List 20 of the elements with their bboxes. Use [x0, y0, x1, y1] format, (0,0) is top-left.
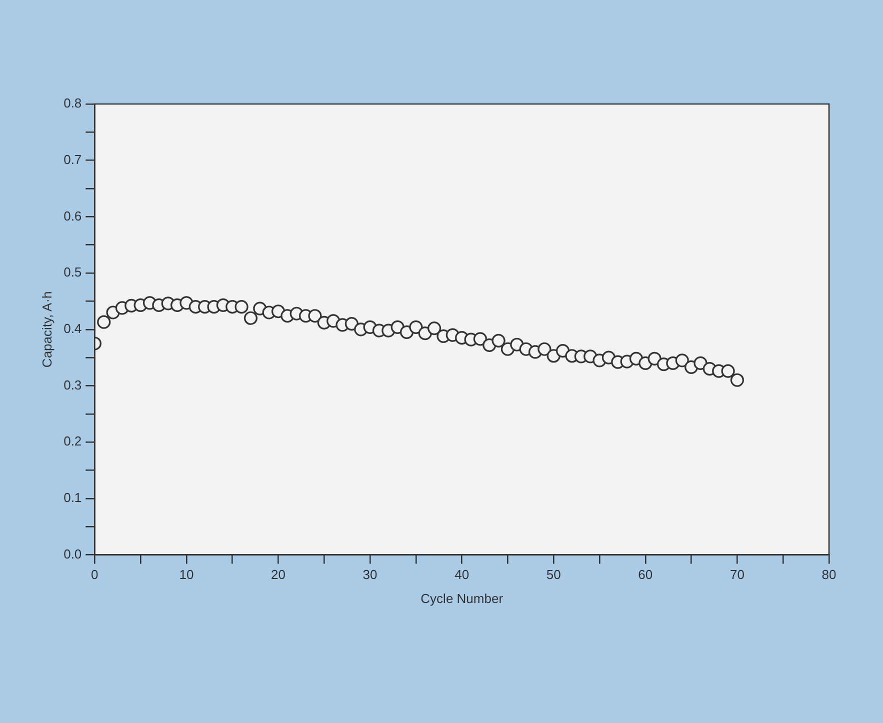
x-tick-label: 70 [730, 567, 744, 582]
y-tick-label: 0.6 [64, 208, 82, 224]
x-tick-label: 60 [638, 567, 653, 582]
x-tick-label: 80 [822, 567, 836, 582]
x-tick-label: 40 [454, 567, 470, 582]
y-tick-label: 0.8 [64, 96, 82, 111]
x-tick-label: 10 [179, 567, 194, 582]
y-tick-label: 0.1 [64, 490, 82, 506]
y-tick-label: 0.7 [64, 152, 82, 167]
x-axis-title: Cycle Number [420, 590, 504, 606]
y-tick-label: 0.4 [64, 320, 82, 336]
x-tick-label: 30 [362, 567, 378, 582]
x-tick-label: 20 [271, 567, 286, 582]
y-axis-title: Capacity, A·h [39, 291, 54, 368]
y-tick-label: 0.5 [64, 264, 82, 280]
y-tick-label: 0.2 [64, 434, 82, 449]
y-tick-label: 0.3 [64, 377, 82, 392]
y-tick-label: 0.0 [64, 546, 82, 562]
x-tick-label: 0 [91, 567, 98, 582]
x-tick-label: 50 [546, 567, 561, 582]
